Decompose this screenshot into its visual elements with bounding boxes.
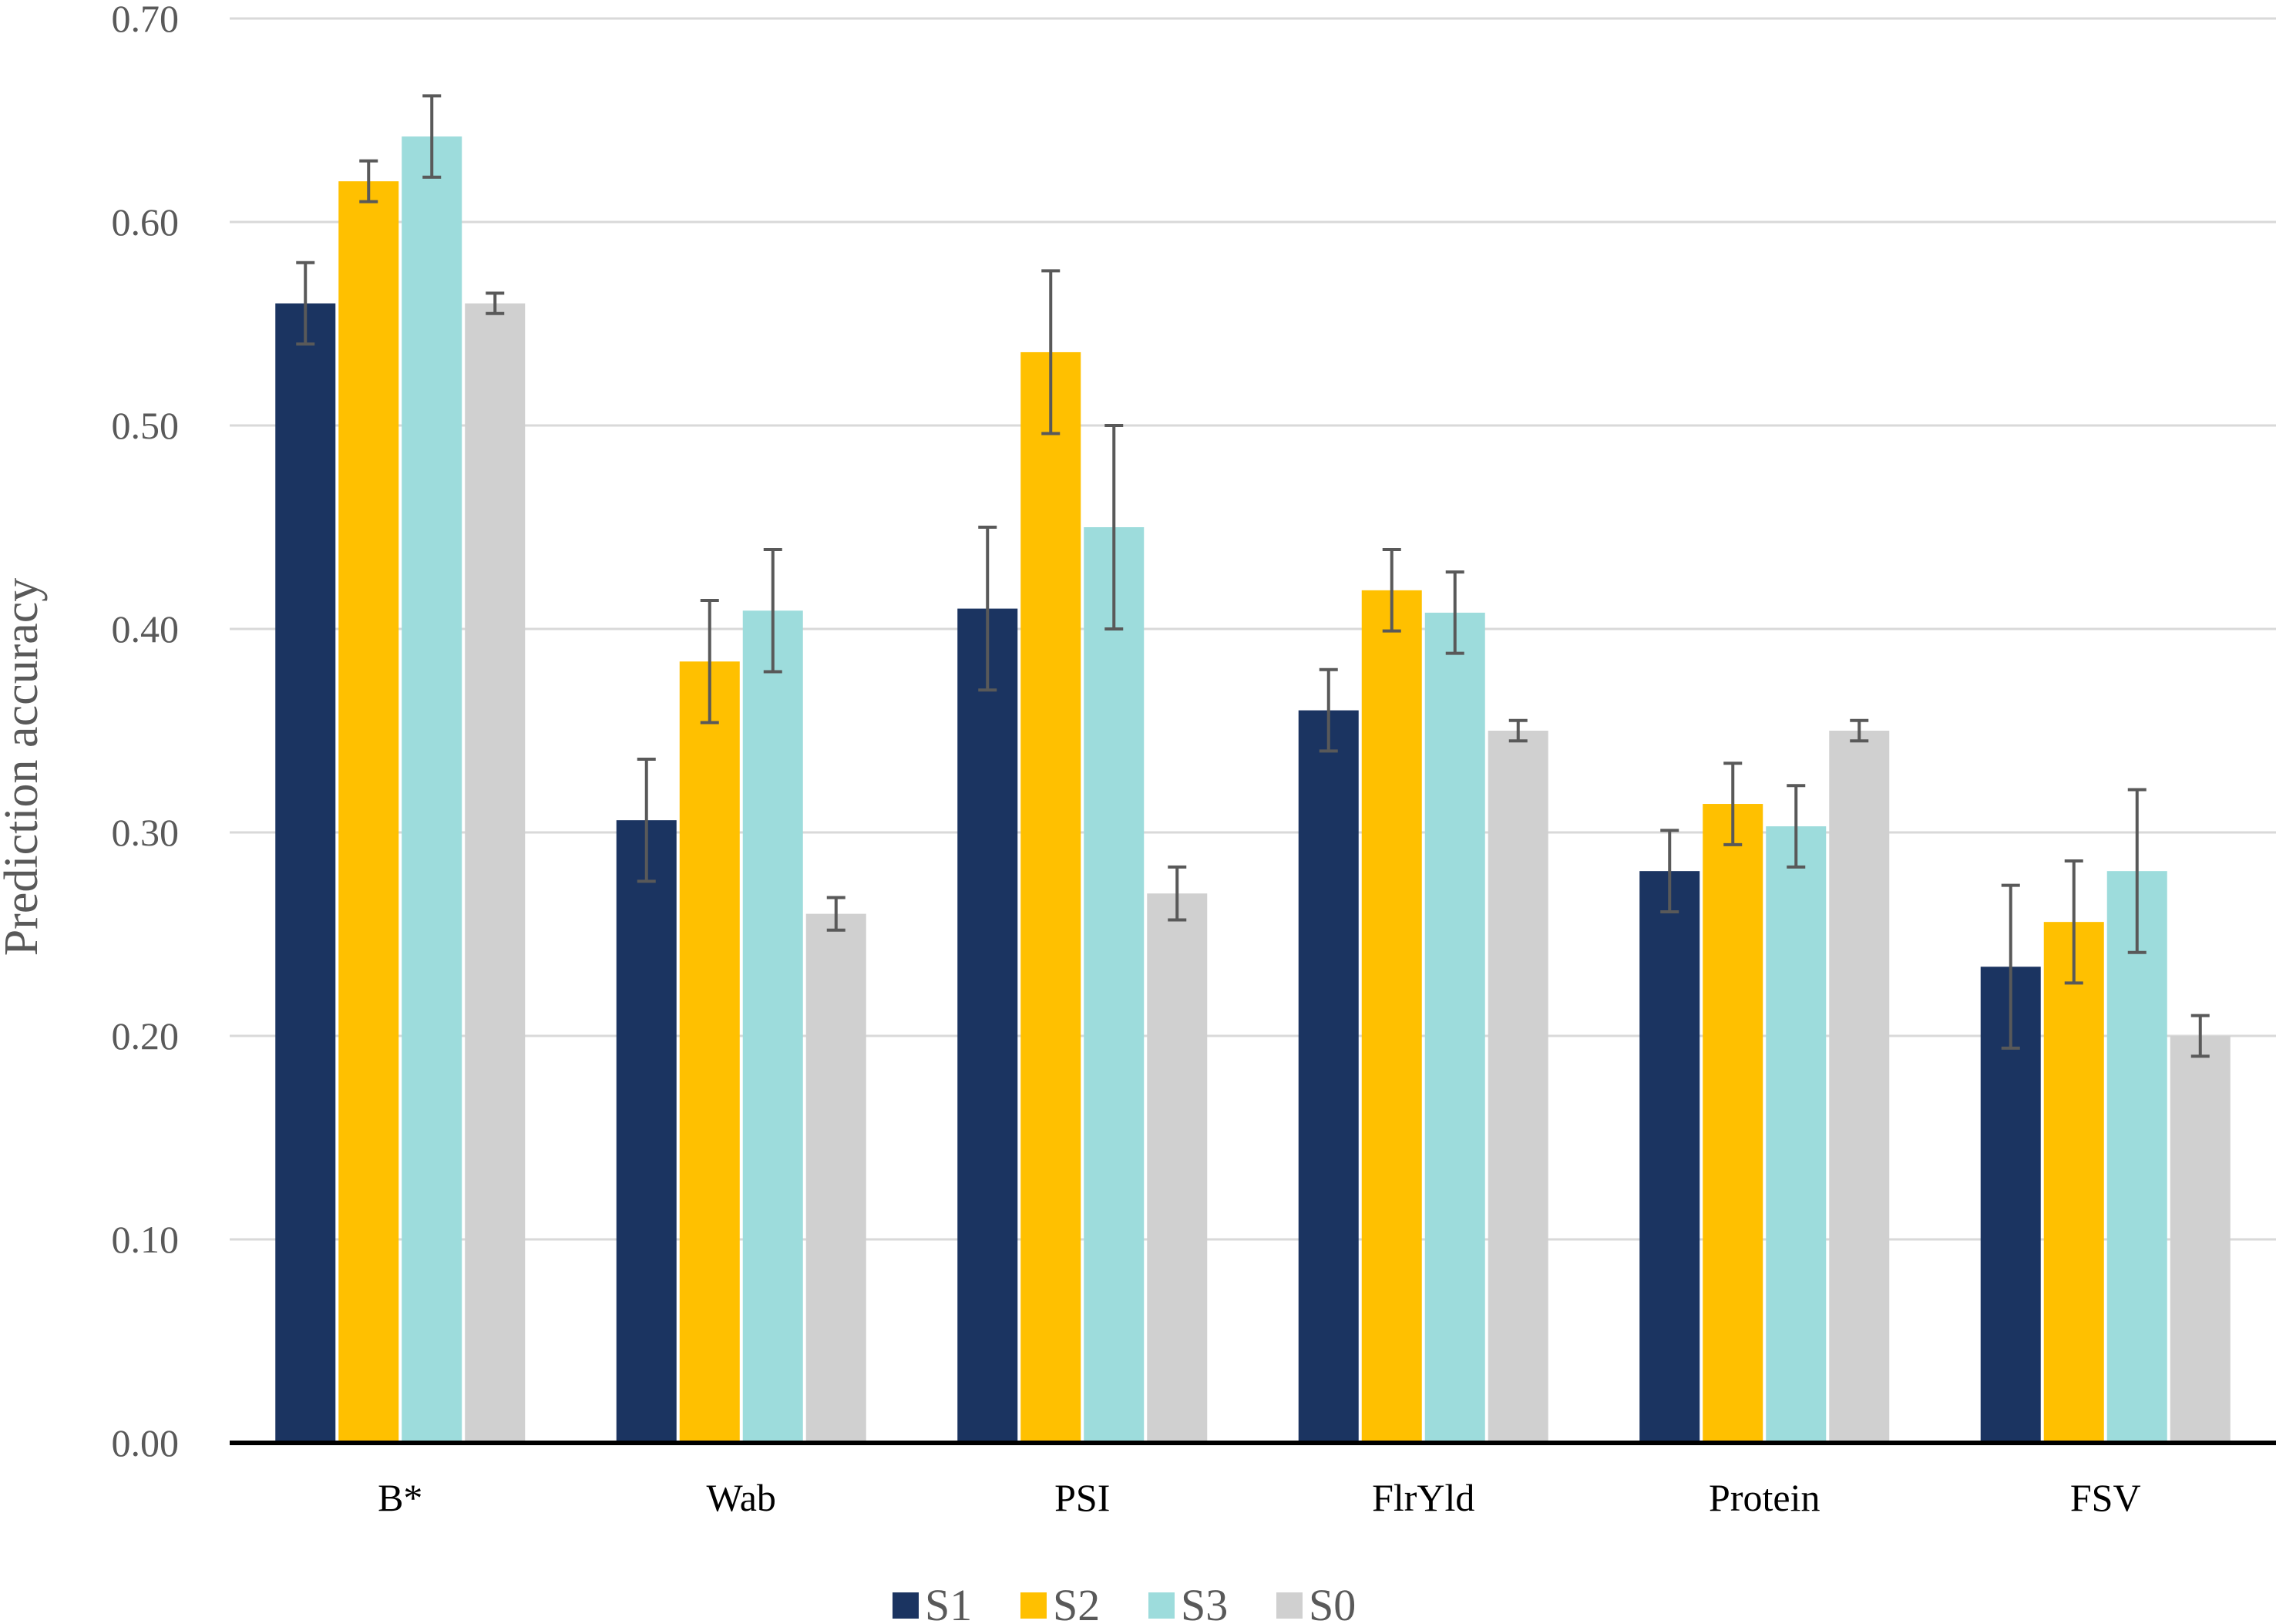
x-tick-label: Protein [1709,1476,1820,1519]
error-bar [2190,1014,2210,1058]
bar-s2-2 [1020,351,1081,1444]
bar-s3-0 [402,136,462,1443]
legend-item: S0 [1276,1580,1356,1624]
bar-s1-2 [957,608,1018,1443]
x-tick-label: FlrYld [1372,1476,1474,1519]
bar-s3-5 [2106,871,2167,1443]
error-bar [1445,570,1464,655]
error-bar [1319,667,1338,753]
error-bar [978,526,997,692]
error-bar [486,291,505,315]
bar-s2-1 [679,661,740,1443]
bar-s3-2 [1084,527,1145,1443]
y-tick-label: 0.50 [112,404,180,447]
legend-item: S1 [893,1580,972,1624]
x-axis-labels: B* Wab PSI FlrYld Protein FSV [378,1476,2141,1519]
legend-swatch [1148,1592,1175,1619]
bar-s2-0 [338,181,399,1444]
error-bar [637,757,656,883]
error-bar [1508,718,1528,743]
bar-s2-4 [1703,804,1763,1443]
error-bars [296,94,2210,1058]
bar-s2-5 [2043,922,2104,1443]
error-bar [1168,865,1187,922]
y-tick-label: 0.10 [112,1218,180,1261]
bar-s3-1 [742,610,803,1443]
bar-s1-0 [275,303,336,1444]
bar-s0-2 [1147,893,1208,1443]
error-bar [359,159,378,203]
legend-swatch [1276,1592,1303,1619]
legend-item: S3 [1148,1580,1228,1624]
y-tick-label: 0.20 [112,1014,180,1057]
y-tick-label: 0.40 [112,607,180,651]
legend: S1 S2 S3 S0 [893,1580,1356,1624]
error-bar [1850,718,1869,743]
error-bar [422,94,442,179]
bar-s2-3 [1361,590,1422,1443]
legend-swatch [1020,1592,1047,1619]
bar-s0-4 [1829,731,1890,1443]
error-bar [763,548,782,674]
error-bar [1787,784,1806,869]
bars [275,136,2231,1444]
error-bar [1104,424,1124,630]
gridlines [230,17,2276,1241]
x-tick-label: B* [378,1476,422,1519]
bar-s1-3 [1298,710,1359,1443]
x-tick-label: Wab [707,1476,776,1519]
error-bar [2064,859,2083,985]
y-tick-label: 0.30 [112,811,180,854]
bar-s1-4 [1639,871,1700,1443]
bar-s0-1 [805,913,866,1443]
legend-swatch [893,1592,919,1619]
legend-label: S2 [1053,1580,1100,1624]
bar-s0-5 [2170,1036,2231,1443]
error-bar [1660,829,1679,913]
x-tick-label: PSI [1054,1476,1110,1519]
bar-s1-1 [616,820,677,1443]
y-tick-label: 0.60 [112,200,180,244]
legend-item: S2 [1020,1580,1100,1624]
error-bar [826,896,846,932]
error-bar [2001,883,2020,1050]
error-bar [700,599,719,725]
error-bar [296,261,315,346]
bar-s0-0 [465,303,526,1444]
error-bar [1382,548,1401,633]
y-tick-label: 0.70 [112,0,180,40]
bar-s3-4 [1766,826,1827,1443]
x-tick-label: FSV [2070,1476,2141,1519]
y-axis-title: Prediction accuracy [0,578,48,957]
legend-label: S3 [1181,1580,1228,1624]
legend-label: S1 [925,1580,972,1624]
y-tick-label: 0.00 [112,1421,180,1464]
error-bar [1723,762,1743,846]
error-bar [2127,788,2147,954]
error-bar [1041,269,1061,435]
y-axis-ticks: 0.00 0.10 0.20 0.30 0.40 0.50 0.60 0.70 [112,0,180,1464]
legend-label: S0 [1309,1580,1356,1624]
bar-s0-3 [1488,731,1548,1443]
bar-s3-3 [1424,612,1485,1443]
